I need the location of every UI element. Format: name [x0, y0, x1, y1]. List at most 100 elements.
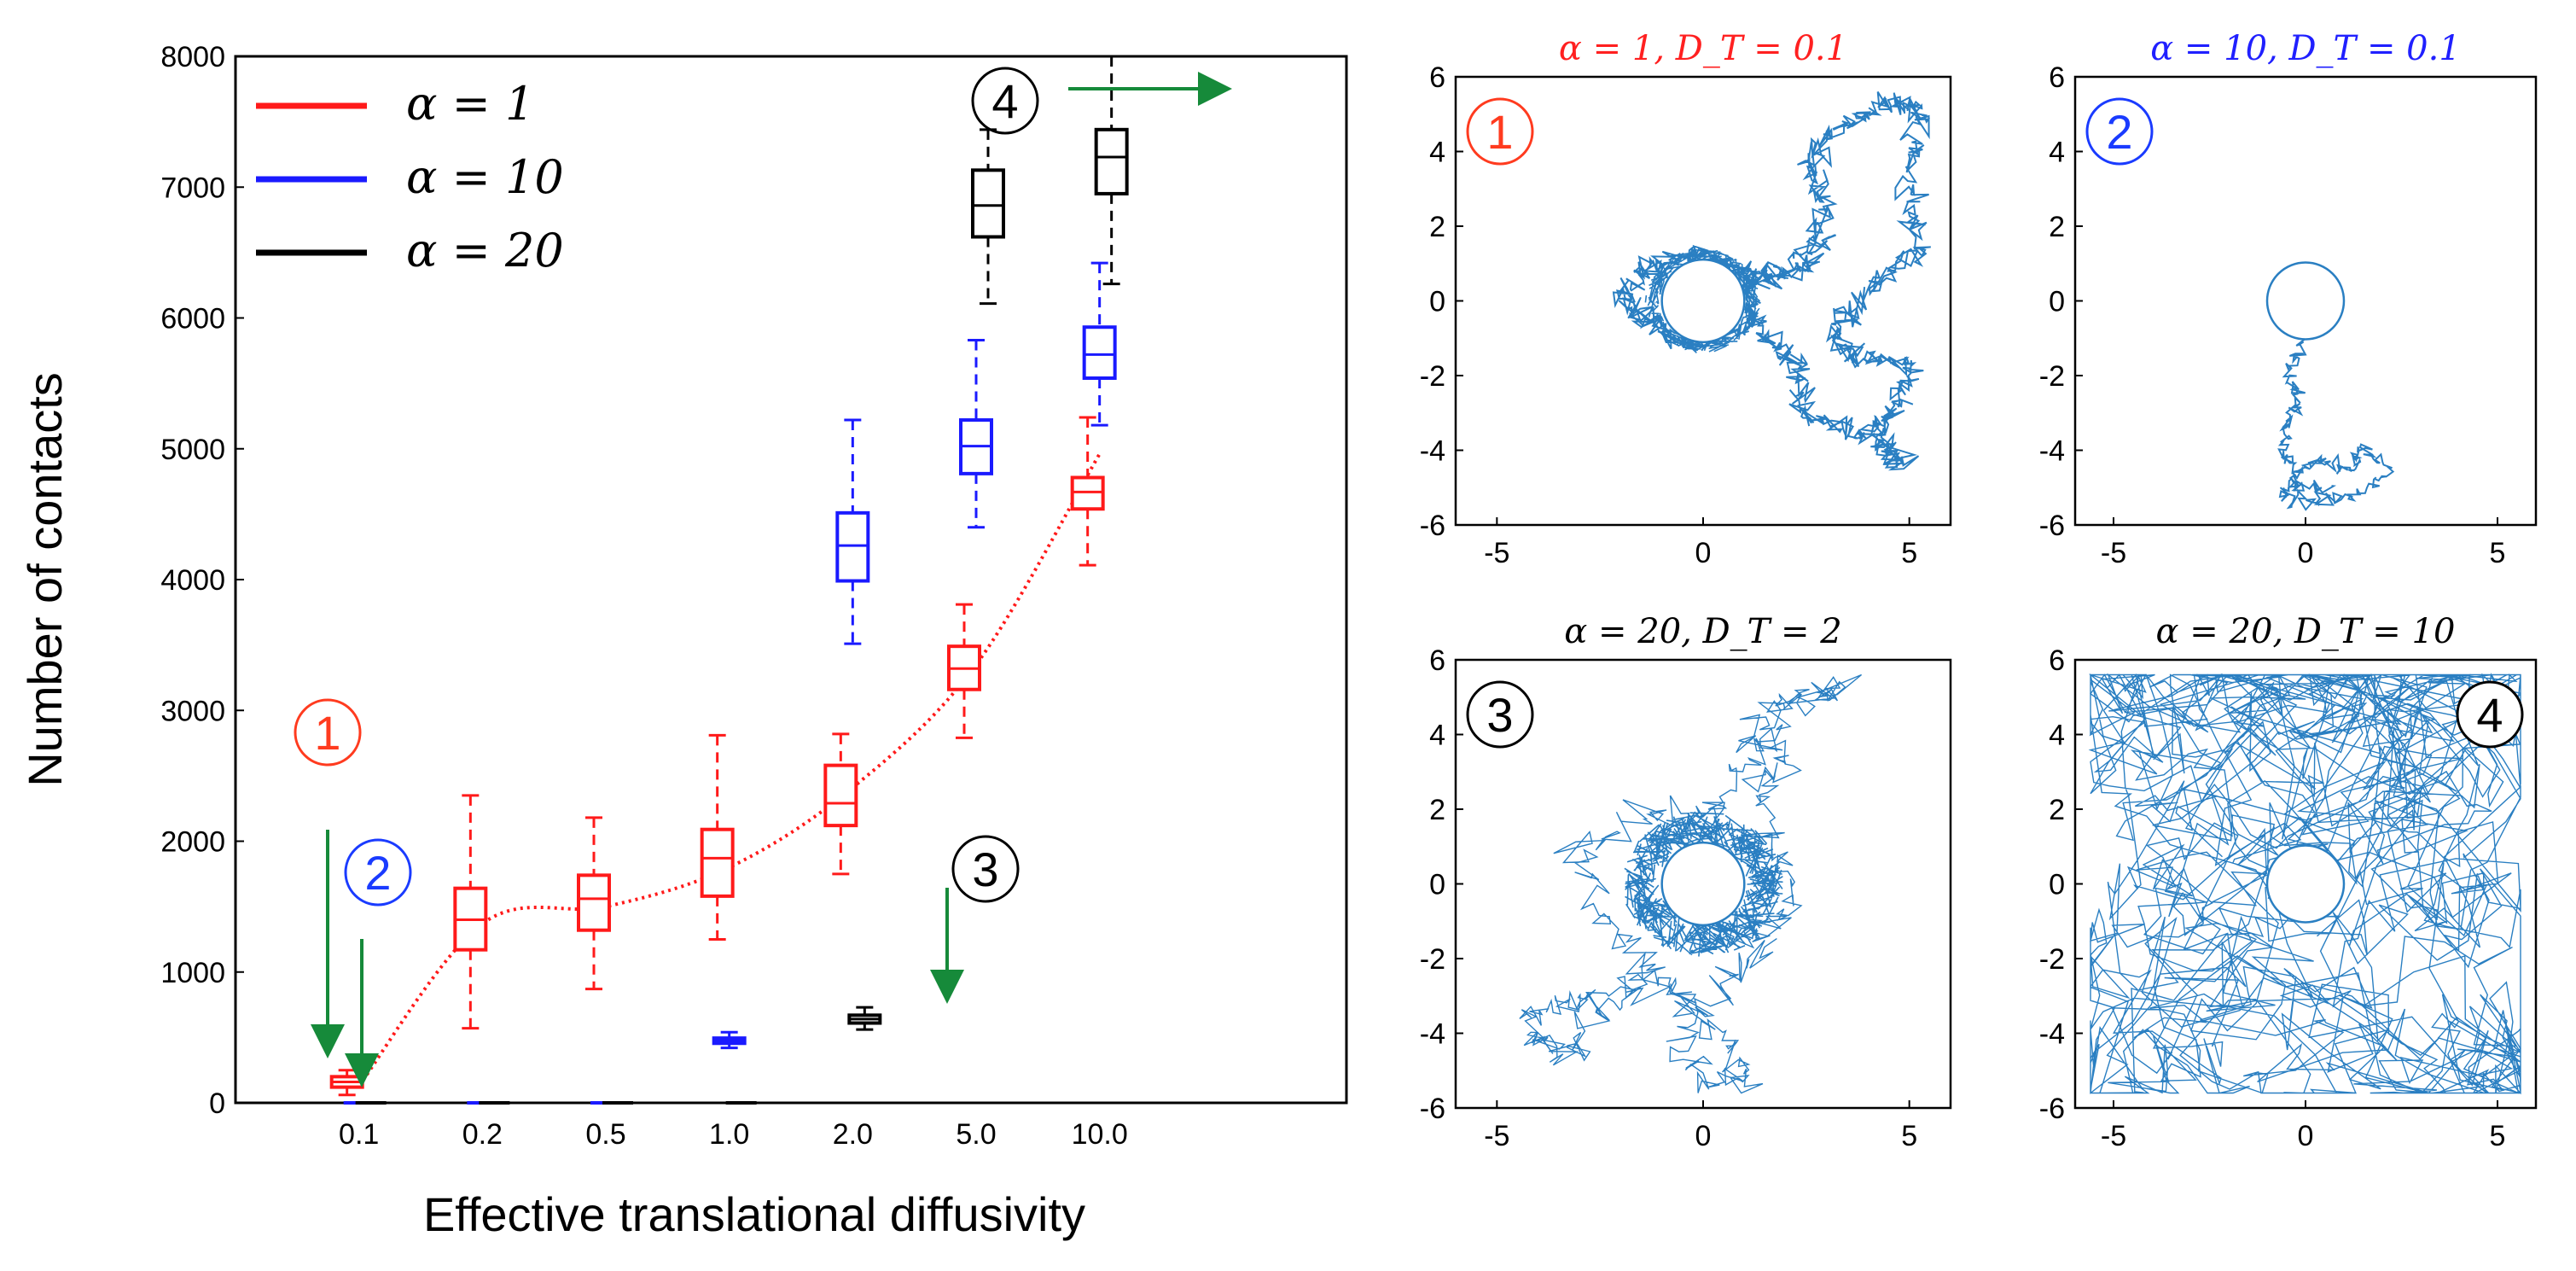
- annotation-circle-3: [951, 835, 1020, 903]
- trajectory-ring: [1644, 248, 1761, 353]
- x-tick-label: 0: [2298, 537, 2314, 569]
- box: [835, 418, 870, 645]
- y-tick-label: 1000: [160, 957, 225, 989]
- y-tick-label: -6: [2039, 1093, 2065, 1125]
- y-tick-label: 7000: [160, 172, 225, 204]
- obstacle-circle: [1660, 258, 1746, 344]
- y-tick-label: -4: [2039, 435, 2065, 468]
- boxes: [329, 55, 1129, 1105]
- trend-curve-line: [358, 452, 1102, 1087]
- y-tick-label: 4: [2049, 720, 2065, 752]
- panel-marker-label: 2: [2106, 105, 2132, 159]
- x-tick-label: -5: [2101, 1120, 2126, 1152]
- box-plot: 0 1000 2000 3000 4000 5000 6000 7000 8000 0.1 0.2…: [18, 41, 1348, 1241]
- panel-title: α = 20, D_T = 10: [2156, 612, 2456, 651]
- annotation-label-1: 1: [314, 706, 340, 760]
- box: [700, 733, 735, 941]
- panel-marker-label: 4: [2476, 688, 2503, 742]
- annotation-circle-2: [344, 838, 412, 907]
- trajectory: [1612, 90, 1931, 471]
- y-tick-label: 4: [2049, 137, 2065, 169]
- x-tick-label: 0.1: [339, 1118, 379, 1151]
- y-tick-label: 0: [2049, 869, 2065, 901]
- box-iqr: [971, 168, 1005, 239]
- legend-label-alpha-1: α = 1: [406, 77, 534, 131]
- panel-marker-label: 1: [1486, 105, 1513, 159]
- legend: α = 1 α = 10 α = 20: [256, 77, 564, 277]
- y-tick-label: -4: [1420, 435, 1445, 468]
- x-axis-ticks: 0.1 0.2 0.5 1.0 2.0 5.0 10.0: [339, 1118, 1128, 1151]
- obstacle-circle: [1660, 841, 1746, 927]
- box-iqr: [577, 873, 611, 932]
- x-tick-label: 0: [2298, 1120, 2314, 1152]
- y-tick-label: 6: [2049, 61, 2065, 94]
- x-tick-label: 5: [2490, 1120, 2506, 1152]
- y-tick-label: 6: [2049, 644, 2065, 677]
- panel-marker-circle: [2456, 680, 2524, 749]
- y-tick-label: -2: [1420, 943, 1445, 976]
- y-tick-label: -2: [2039, 943, 2065, 976]
- x-tick-label: -5: [2101, 537, 2126, 569]
- x-tick-label: 1.0: [709, 1118, 749, 1151]
- y-tick-label: 6000: [160, 303, 225, 335]
- trajectory: [1519, 673, 1863, 1094]
- y-tick-label: 2: [1429, 794, 1445, 826]
- box-iqr: [1070, 475, 1105, 511]
- annotation-4: 4: [971, 67, 1039, 135]
- x-tick-label: 5: [1901, 1120, 1917, 1152]
- x-tick-label: 2.0: [833, 1118, 873, 1151]
- plot-frame: [234, 55, 1348, 1105]
- x-tick-label: 0.2: [462, 1118, 503, 1151]
- trend-curve: [358, 452, 1102, 1087]
- x-tick-label: 10.0: [1072, 1118, 1128, 1151]
- trajectory-path: [2277, 337, 2395, 511]
- box: [1082, 261, 1117, 427]
- box: [1094, 55, 1129, 286]
- panel-title: α = 1, D_T = 0.1: [1559, 29, 1847, 68]
- x-tick-label: -5: [1484, 1120, 1509, 1152]
- y-tick-label: 0: [1429, 869, 1445, 901]
- annotation-1: 1: [294, 698, 362, 767]
- annotation-label-2: 2: [364, 846, 391, 900]
- box: [847, 1006, 882, 1031]
- panel-title: α = 10, D_T = 0.1: [2150, 29, 2461, 68]
- y-tick-label: -2: [1420, 360, 1445, 393]
- trajectory-path: [1519, 673, 1863, 1094]
- y-tick-label: 6: [1429, 61, 1445, 94]
- annotation-label-4: 4: [991, 74, 1018, 128]
- box: [959, 339, 993, 529]
- y-tick-label: 0: [2049, 286, 2065, 318]
- panel-marker-circle: [2085, 97, 2154, 166]
- trajectory-panel-2: α = 10, D_T = 0.1 -5 0 5 -6 -4 -2 0 2 4 6 2: [2039, 29, 2538, 569]
- y-tick-label: -4: [2039, 1018, 2065, 1051]
- x-tick-label: 0.5: [585, 1118, 625, 1151]
- panel-marker-circle: [1466, 680, 1534, 749]
- annotation-circle-4: [971, 67, 1039, 135]
- box-iqr: [700, 827, 735, 898]
- y-axis-ticks: 0 1000 2000 3000 4000 5000 6000 7000 8000: [160, 41, 244, 1120]
- y-tick-label: 4: [1429, 137, 1445, 169]
- obstacle-circle: [2265, 844, 2346, 924]
- box: [712, 1030, 747, 1050]
- y-tick-label: -6: [2039, 510, 2065, 542]
- trajectory-path: [2088, 672, 2521, 1095]
- panel-title: α = 20, D_T = 2: [1564, 612, 1841, 651]
- legend-label-alpha-20: α = 20: [406, 224, 564, 277]
- y-tick-label: -6: [1420, 510, 1445, 542]
- box: [329, 1069, 364, 1097]
- panel-marker-label: 3: [1486, 688, 1513, 742]
- trajectory-panel-4: α = 20, D_T = 10 -5 0 5 -6 -4 -2 0 2 4 6 4: [2039, 612, 2538, 1152]
- y-axis-label: Number of contacts: [18, 372, 72, 787]
- trajectory: [2088, 672, 2521, 1095]
- annotation-2: 2: [344, 838, 412, 907]
- box: [971, 128, 1005, 306]
- y-tick-label: 3000: [160, 695, 225, 727]
- y-tick-label: 2: [2049, 211, 2065, 243]
- x-tick-label: 5.0: [956, 1118, 996, 1151]
- trajectory-panel-1: α = 1, D_T = 0.1 -5 0 5 -6 -4 -2 0 2 4 6 1: [1420, 29, 1952, 569]
- box: [453, 794, 488, 1030]
- y-tick-label: 2: [2049, 794, 2065, 826]
- box-iqr: [1082, 325, 1117, 380]
- box: [947, 603, 981, 739]
